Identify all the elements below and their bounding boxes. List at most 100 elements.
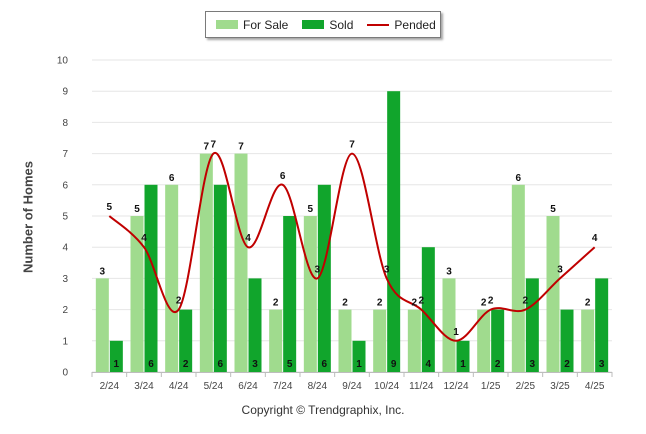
data-label-for-sale: 7: [238, 142, 244, 153]
bar-sold: [317, 184, 331, 372]
data-label-pended: 1: [453, 327, 459, 338]
data-label-sold: 5: [287, 359, 293, 370]
data-label-pended: 7: [211, 140, 217, 151]
data-label-sold: 3: [252, 359, 258, 370]
data-label-for-sale: 6: [169, 173, 175, 184]
line-pended: [108, 152, 596, 342]
data-label-for-sale: 7: [204, 142, 210, 153]
legend-item-pended[interactable]: Pended: [367, 18, 436, 32]
bar-for-sale: [477, 309, 491, 372]
bar-sold: [179, 309, 193, 372]
x-tick-label: 4/25: [585, 381, 605, 392]
bar-sold: [109, 340, 123, 372]
bar-for-sale: [269, 309, 283, 372]
data-label-for-sale: 2: [481, 298, 487, 309]
data-label-sold: 6: [148, 359, 154, 370]
legend-label-for-sale: For Sale: [243, 17, 289, 32]
chart-legend: For Sale Sold Pended: [205, 11, 441, 38]
bar-for-sale: [373, 309, 387, 372]
y-tick-label: 10: [57, 56, 69, 67]
data-label-for-sale: 2: [342, 298, 348, 309]
bar-sold: [491, 309, 505, 372]
data-label-for-sale: 3: [100, 266, 106, 277]
data-label-for-sale: 2: [377, 298, 383, 309]
data-label-sold: 2: [495, 359, 501, 370]
data-label-pended: 5: [107, 202, 113, 213]
x-tick-label: 4/24: [169, 381, 189, 392]
data-label-sold: 2: [183, 359, 189, 370]
data-label-sold: 6: [218, 359, 224, 370]
data-label-pended: 3: [557, 264, 563, 275]
data-label-for-sale: 2: [585, 298, 591, 309]
data-label-sold: 3: [599, 359, 605, 370]
bar-sold: [560, 309, 574, 372]
bar-for-sale: [581, 309, 595, 372]
bar-sold: [525, 278, 539, 372]
bar-sold: [352, 340, 366, 372]
x-tick-label: 9/24: [342, 381, 362, 392]
bar-sold: [595, 278, 609, 372]
data-label-sold: 6: [322, 359, 328, 370]
y-tick-label: 9: [62, 87, 68, 98]
data-label-sold: 2: [564, 359, 570, 370]
data-label-for-sale: 2: [273, 298, 279, 309]
bar-for-sale: [338, 309, 352, 372]
data-label-pended: 4: [245, 233, 251, 244]
bar-for-sale: [511, 184, 525, 372]
x-tick-label: 8/24: [308, 381, 328, 392]
y-tick-label: 1: [62, 336, 68, 347]
bar-sold: [456, 340, 470, 372]
bar-for-sale: [442, 278, 456, 372]
data-label-for-sale: 5: [308, 204, 314, 215]
x-tick-label: 3/25: [550, 381, 570, 392]
x-tick-label: 11/24: [409, 381, 434, 392]
x-tick-label: 2/25: [516, 381, 536, 392]
y-tick-label: 6: [62, 180, 68, 191]
bar-sold: [144, 184, 158, 372]
copyright-text: Copyright © Trendgraphix, Inc.: [241, 403, 405, 417]
bar-for-sale: [165, 184, 179, 372]
y-tick-label: 4: [62, 243, 68, 254]
x-tick-label: 12/24: [443, 381, 468, 392]
data-label-pended: 2: [523, 296, 529, 307]
data-label-sold: 1: [114, 359, 120, 370]
bar-for-sale: [546, 216, 560, 372]
data-label-sold: 1: [356, 359, 362, 370]
legend-swatch-for-sale: [216, 20, 238, 29]
bar-for-sale: [303, 216, 317, 372]
data-label-for-sale: 3: [446, 266, 452, 277]
y-tick-label: 3: [62, 274, 68, 285]
data-label-pended: 4: [592, 233, 598, 244]
data-label-pended: 7: [349, 140, 355, 151]
bar-for-sale: [199, 153, 213, 372]
data-label-for-sale: 5: [550, 204, 556, 215]
data-label-for-sale: 5: [134, 204, 140, 215]
data-label-sold: 4: [426, 359, 432, 370]
bar-for-sale: [130, 216, 144, 372]
data-label-sold: 9: [391, 359, 397, 370]
data-label-pended: 6: [280, 171, 286, 182]
y-tick-label: 5: [62, 212, 68, 223]
y-axis-title: Number of Homes: [20, 161, 36, 273]
data-label-pended: 3: [384, 264, 390, 275]
data-label-pended: 4: [141, 233, 147, 244]
bar-sold: [283, 216, 297, 372]
data-label-sold: 3: [530, 359, 536, 370]
data-label-for-sale: 2: [412, 298, 418, 309]
x-tick-label: 7/24: [273, 381, 293, 392]
legend-swatch-pended: [367, 23, 390, 26]
bar-sold: [248, 278, 262, 372]
data-label-pended: 2: [176, 296, 182, 307]
x-tick-label: 5/24: [204, 381, 224, 392]
y-tick-label: 8: [62, 118, 68, 129]
bar-for-sale: [407, 309, 421, 372]
legend-item-sold[interactable]: Sold: [302, 18, 353, 32]
x-tick-label: 10/24: [374, 381, 399, 392]
legend-item-for-sale[interactable]: For Sale: [216, 18, 288, 32]
bar-for-sale: [95, 278, 109, 372]
y-tick-label: 7: [62, 149, 68, 160]
data-label-pended: 3: [315, 264, 321, 275]
legend-swatch-sold: [302, 20, 325, 29]
data-label-for-sale: 6: [516, 173, 522, 184]
